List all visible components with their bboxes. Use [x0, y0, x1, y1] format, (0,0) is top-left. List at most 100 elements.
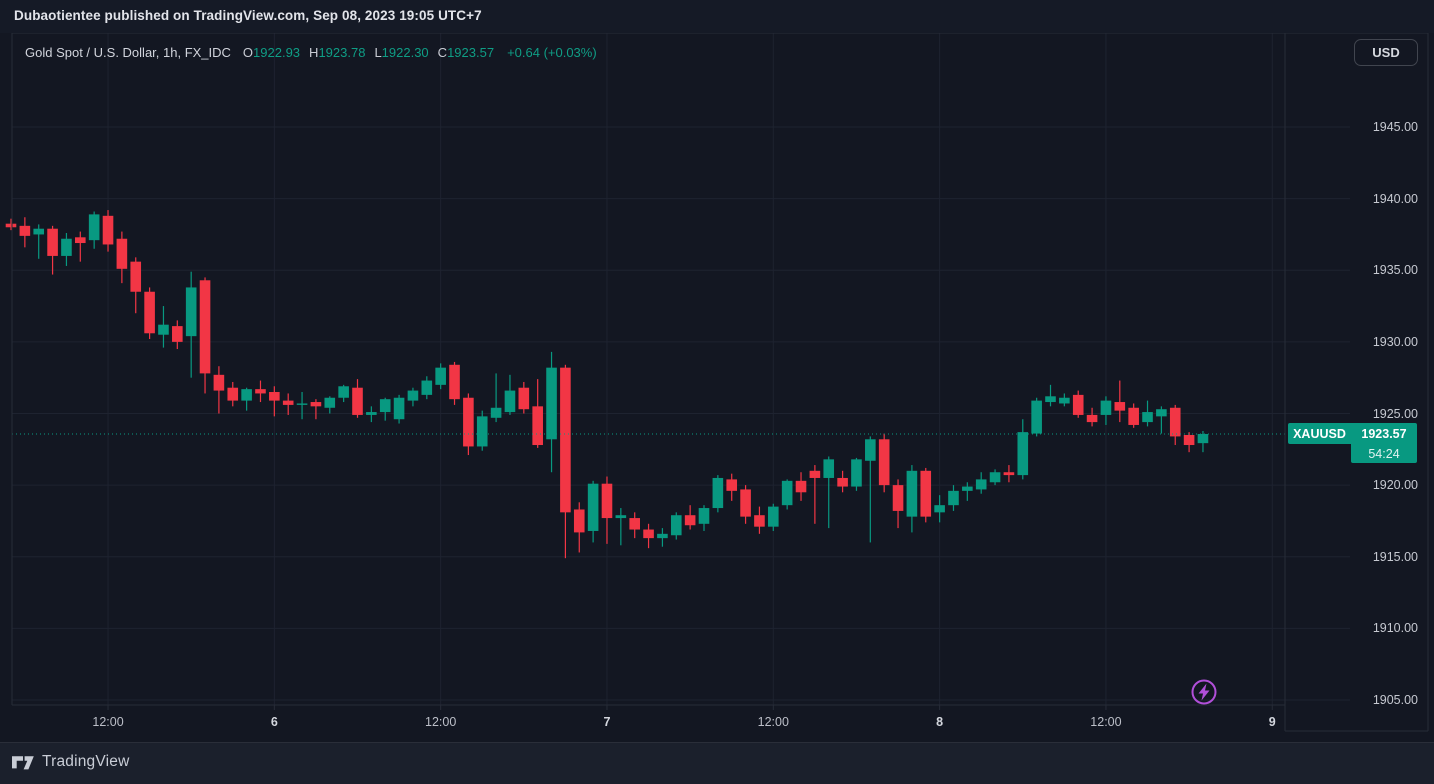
candle-body	[1183, 434, 1195, 446]
candle-wick	[315, 399, 317, 420]
candle-body	[47, 228, 58, 256]
price-axis-label: 1910.00	[1372, 621, 1418, 636]
candle-body	[1142, 412, 1153, 423]
candle-body	[601, 483, 613, 519]
flash-icon[interactable]	[1191, 679, 1217, 705]
candle-body	[421, 380, 433, 395]
candle-wick	[1119, 380, 1121, 423]
candle-body	[962, 486, 973, 491]
candle-body	[310, 402, 322, 407]
time-axis-label: 8	[936, 715, 944, 729]
currency-usd-button[interactable]: USD	[1354, 39, 1418, 66]
candle-body	[338, 386, 349, 398]
time-axis-label: 9	[1268, 715, 1276, 729]
candle-body	[587, 483, 599, 531]
candle-body	[504, 390, 516, 413]
candle-wick	[814, 465, 816, 524]
candle-body	[934, 505, 945, 513]
time-axis-label: 12:00	[92, 715, 124, 729]
price-axis-label: 1915.00	[1372, 549, 1418, 564]
time-axis-label: 6	[270, 715, 278, 729]
candle-body	[324, 397, 336, 408]
candle-body	[393, 397, 405, 420]
price-axis-label: 1930.00	[1372, 334, 1418, 349]
candle-body	[920, 470, 932, 517]
candle-body	[851, 459, 862, 487]
candle-body	[865, 439, 876, 461]
candle-body	[130, 261, 142, 292]
candle-body	[781, 480, 793, 506]
candle-body	[407, 390, 419, 401]
candle-body	[5, 223, 17, 228]
ohlc-open: O1922.93	[242, 44, 301, 60]
candle-body	[61, 238, 72, 256]
ohlc-high: H1923.78	[309, 44, 366, 60]
candle-body	[906, 470, 918, 517]
candle-body	[643, 529, 654, 539]
candle-body	[379, 399, 391, 413]
candle-body	[33, 228, 45, 235]
candle-body	[754, 515, 765, 527]
time-axis-label: 12:00	[1090, 715, 1122, 729]
candle-body	[560, 367, 571, 513]
candle-body	[629, 518, 640, 530]
last-price-value: 1923.57	[1351, 423, 1417, 445]
candle-body	[712, 477, 724, 509]
candle-body	[1045, 396, 1056, 403]
candle-wick	[1049, 384, 1052, 407]
candle-body	[795, 480, 807, 493]
candle-body	[490, 407, 502, 418]
candle-body	[1031, 400, 1042, 434]
candle-body	[657, 533, 668, 539]
tradingview-logo-icon	[12, 755, 34, 769]
flash-bolt-icon	[1198, 683, 1210, 701]
tradingview-logo[interactable]: TradingView	[12, 753, 130, 771]
candle-body	[116, 238, 128, 269]
candle-body	[878, 439, 890, 486]
candle-wick	[273, 386, 275, 417]
candle-body	[463, 397, 474, 447]
candle-wick	[828, 456, 830, 529]
candle-body	[615, 515, 627, 519]
candle-body	[255, 389, 266, 394]
candle-body	[1114, 402, 1126, 411]
time-axis-label: 12:00	[425, 715, 457, 729]
candle-body	[726, 479, 738, 491]
candle-wick	[38, 224, 40, 259]
time-axis-label: 7	[603, 715, 611, 729]
candle-wick	[1160, 406, 1162, 434]
candle-body	[158, 324, 169, 335]
candle-body	[768, 506, 779, 527]
candle-body	[837, 477, 848, 487]
candles-group	[5, 210, 1209, 559]
candle-wick	[301, 392, 303, 420]
candle-body	[19, 225, 31, 236]
candle-body	[518, 387, 530, 410]
publication-text: Dubaotientee published on TradingView.co…	[14, 8, 482, 23]
candle-body	[102, 215, 114, 245]
candle-body	[227, 387, 239, 401]
candle-body	[199, 280, 211, 374]
candle-wick	[966, 482, 968, 501]
candle-body	[698, 508, 710, 524]
candle-body	[1059, 397, 1070, 404]
candle-body	[670, 515, 682, 536]
price-change: +0.64 (+0.03%)	[507, 44, 597, 60]
candle-body	[573, 509, 585, 533]
ohlc-close: C1923.57	[437, 44, 495, 60]
price-axis-label: 1935.00	[1372, 263, 1418, 278]
candle-body	[1169, 407, 1181, 437]
candle-body	[1197, 433, 1209, 444]
price-axis-label: 1945.00	[1372, 120, 1418, 134]
candle-body	[948, 490, 959, 506]
candle-body	[75, 237, 86, 244]
candle-body	[1072, 394, 1084, 415]
candle-body	[740, 489, 751, 517]
candle-body	[449, 364, 460, 400]
candle-body	[144, 291, 155, 334]
bar-countdown: 54:24	[1351, 444, 1417, 464]
candle-body	[435, 367, 446, 385]
candle-body	[1003, 472, 1015, 476]
candle-body	[975, 479, 987, 490]
